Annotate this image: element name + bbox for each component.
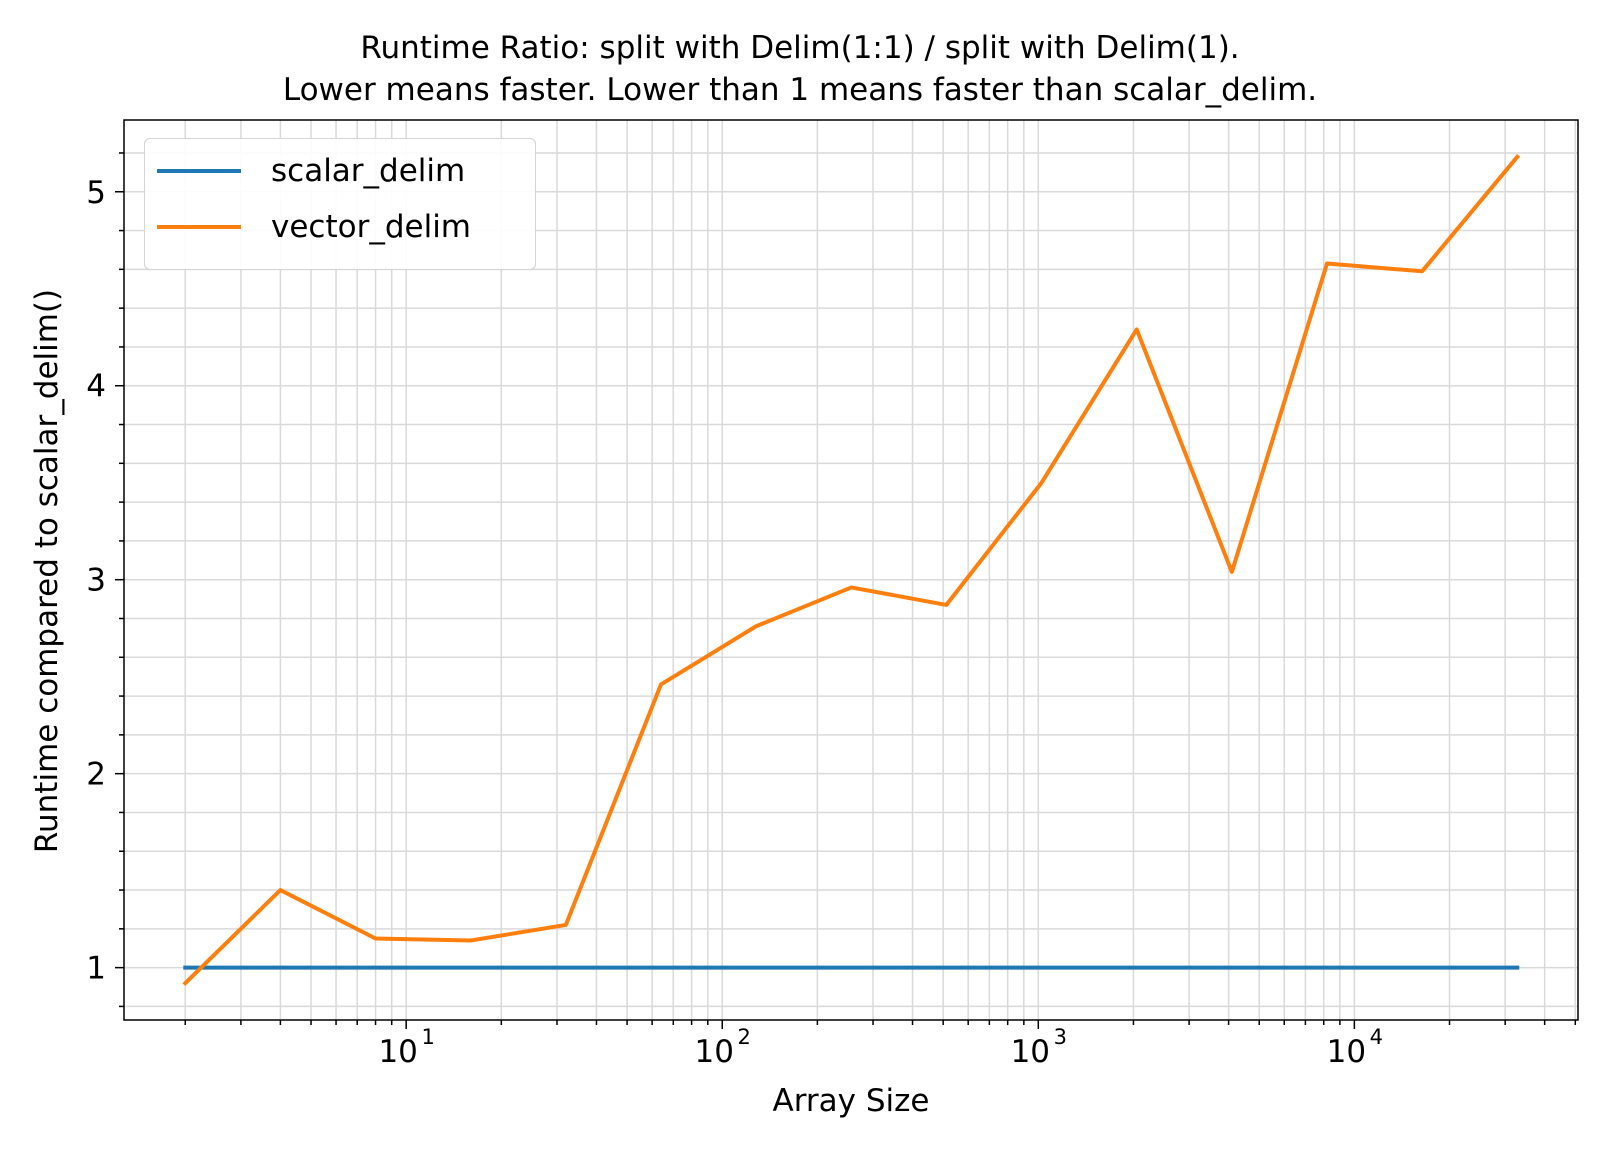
minor-ticks	[119, 152, 1577, 1025]
x-tick-label-exponent: 4	[1370, 1025, 1383, 1049]
y-tick-label: 2	[86, 757, 106, 793]
y-tick-label: 3	[86, 563, 106, 599]
legend-swatch-vector	[157, 225, 241, 229]
x-tick-label-exponent: 2	[738, 1025, 751, 1049]
chart-title-line-1: Runtime Ratio: split with Delim(1:1) / s…	[360, 30, 1240, 66]
x-tick-label: 10	[1327, 1034, 1366, 1070]
x-tick-label: 10	[695, 1034, 734, 1070]
series-line-vector-delim	[182, 154, 1521, 986]
plot-frame	[123, 119, 1579, 1021]
tick-marks	[115, 191, 1356, 1029]
x-tick-label: 10	[378, 1034, 417, 1070]
legend-label-scalar: scalar_delim	[271, 153, 466, 189]
y-tick-label: 5	[86, 175, 106, 211]
y-tick-label: 4	[86, 369, 106, 405]
y-tick-label: 1	[86, 951, 106, 987]
x-tick-label: 10	[1011, 1034, 1050, 1070]
legend-item-vector: vector_delim	[157, 207, 471, 247]
legend-label-vector: vector_delim	[271, 209, 472, 245]
y-axis-label: Runtime compared to scalar_delim()	[29, 288, 65, 854]
chart-title-line-2: Lower means faster. Lower than 1 means f…	[282, 72, 1318, 108]
x-tick-label-exponent: 1	[421, 1025, 434, 1049]
x-axis-label: Array Size	[772, 1083, 930, 1119]
legend-item-scalar: scalar_delim	[157, 151, 465, 191]
legend: scalar_delim vector_delim	[144, 138, 536, 270]
series-lines	[182, 154, 1521, 986]
x-tick-label-exponent: 3	[1054, 1025, 1067, 1049]
legend-swatch-scalar	[157, 169, 241, 173]
